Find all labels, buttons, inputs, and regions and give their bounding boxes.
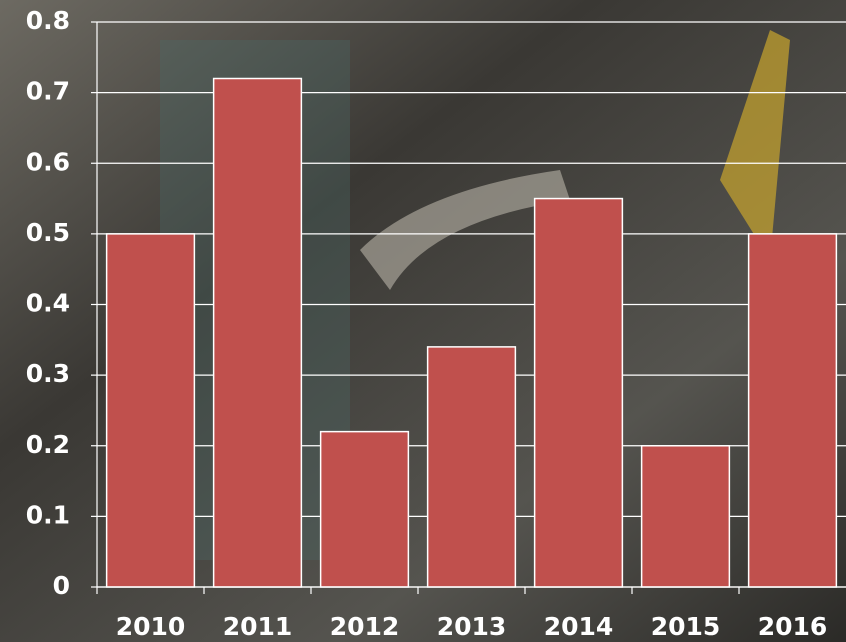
- bar: [105, 233, 196, 588]
- y-tick-label: 0.3: [26, 359, 70, 388]
- background-shape: [360, 170, 570, 290]
- x-tick-label: 2015: [651, 612, 721, 641]
- x-tick-label: 2012: [330, 612, 400, 641]
- y-tick-label: 0.7: [26, 77, 70, 106]
- bar: [426, 346, 517, 588]
- x-tick-label: 2016: [758, 612, 828, 641]
- bar: [640, 445, 731, 588]
- y-tick-label: 0.8: [26, 6, 70, 35]
- y-tick-label: 0.5: [26, 218, 70, 247]
- background-shape: [720, 30, 790, 260]
- x-tick-label: 2010: [116, 612, 186, 641]
- y-tick-label: 0: [53, 571, 70, 600]
- x-tick-label: 2011: [223, 612, 293, 641]
- bar: [212, 77, 303, 588]
- x-tick-label: 2013: [437, 612, 507, 641]
- bar: [533, 197, 624, 588]
- y-tick-label: 0.6: [26, 147, 70, 176]
- bar: [747, 233, 838, 588]
- bar: [319, 430, 410, 588]
- y-tick-label: 0.4: [26, 289, 70, 318]
- y-tick-label: 0.2: [26, 430, 70, 459]
- x-tick-label: 2014: [544, 612, 614, 641]
- y-tick-label: 0.1: [26, 500, 70, 529]
